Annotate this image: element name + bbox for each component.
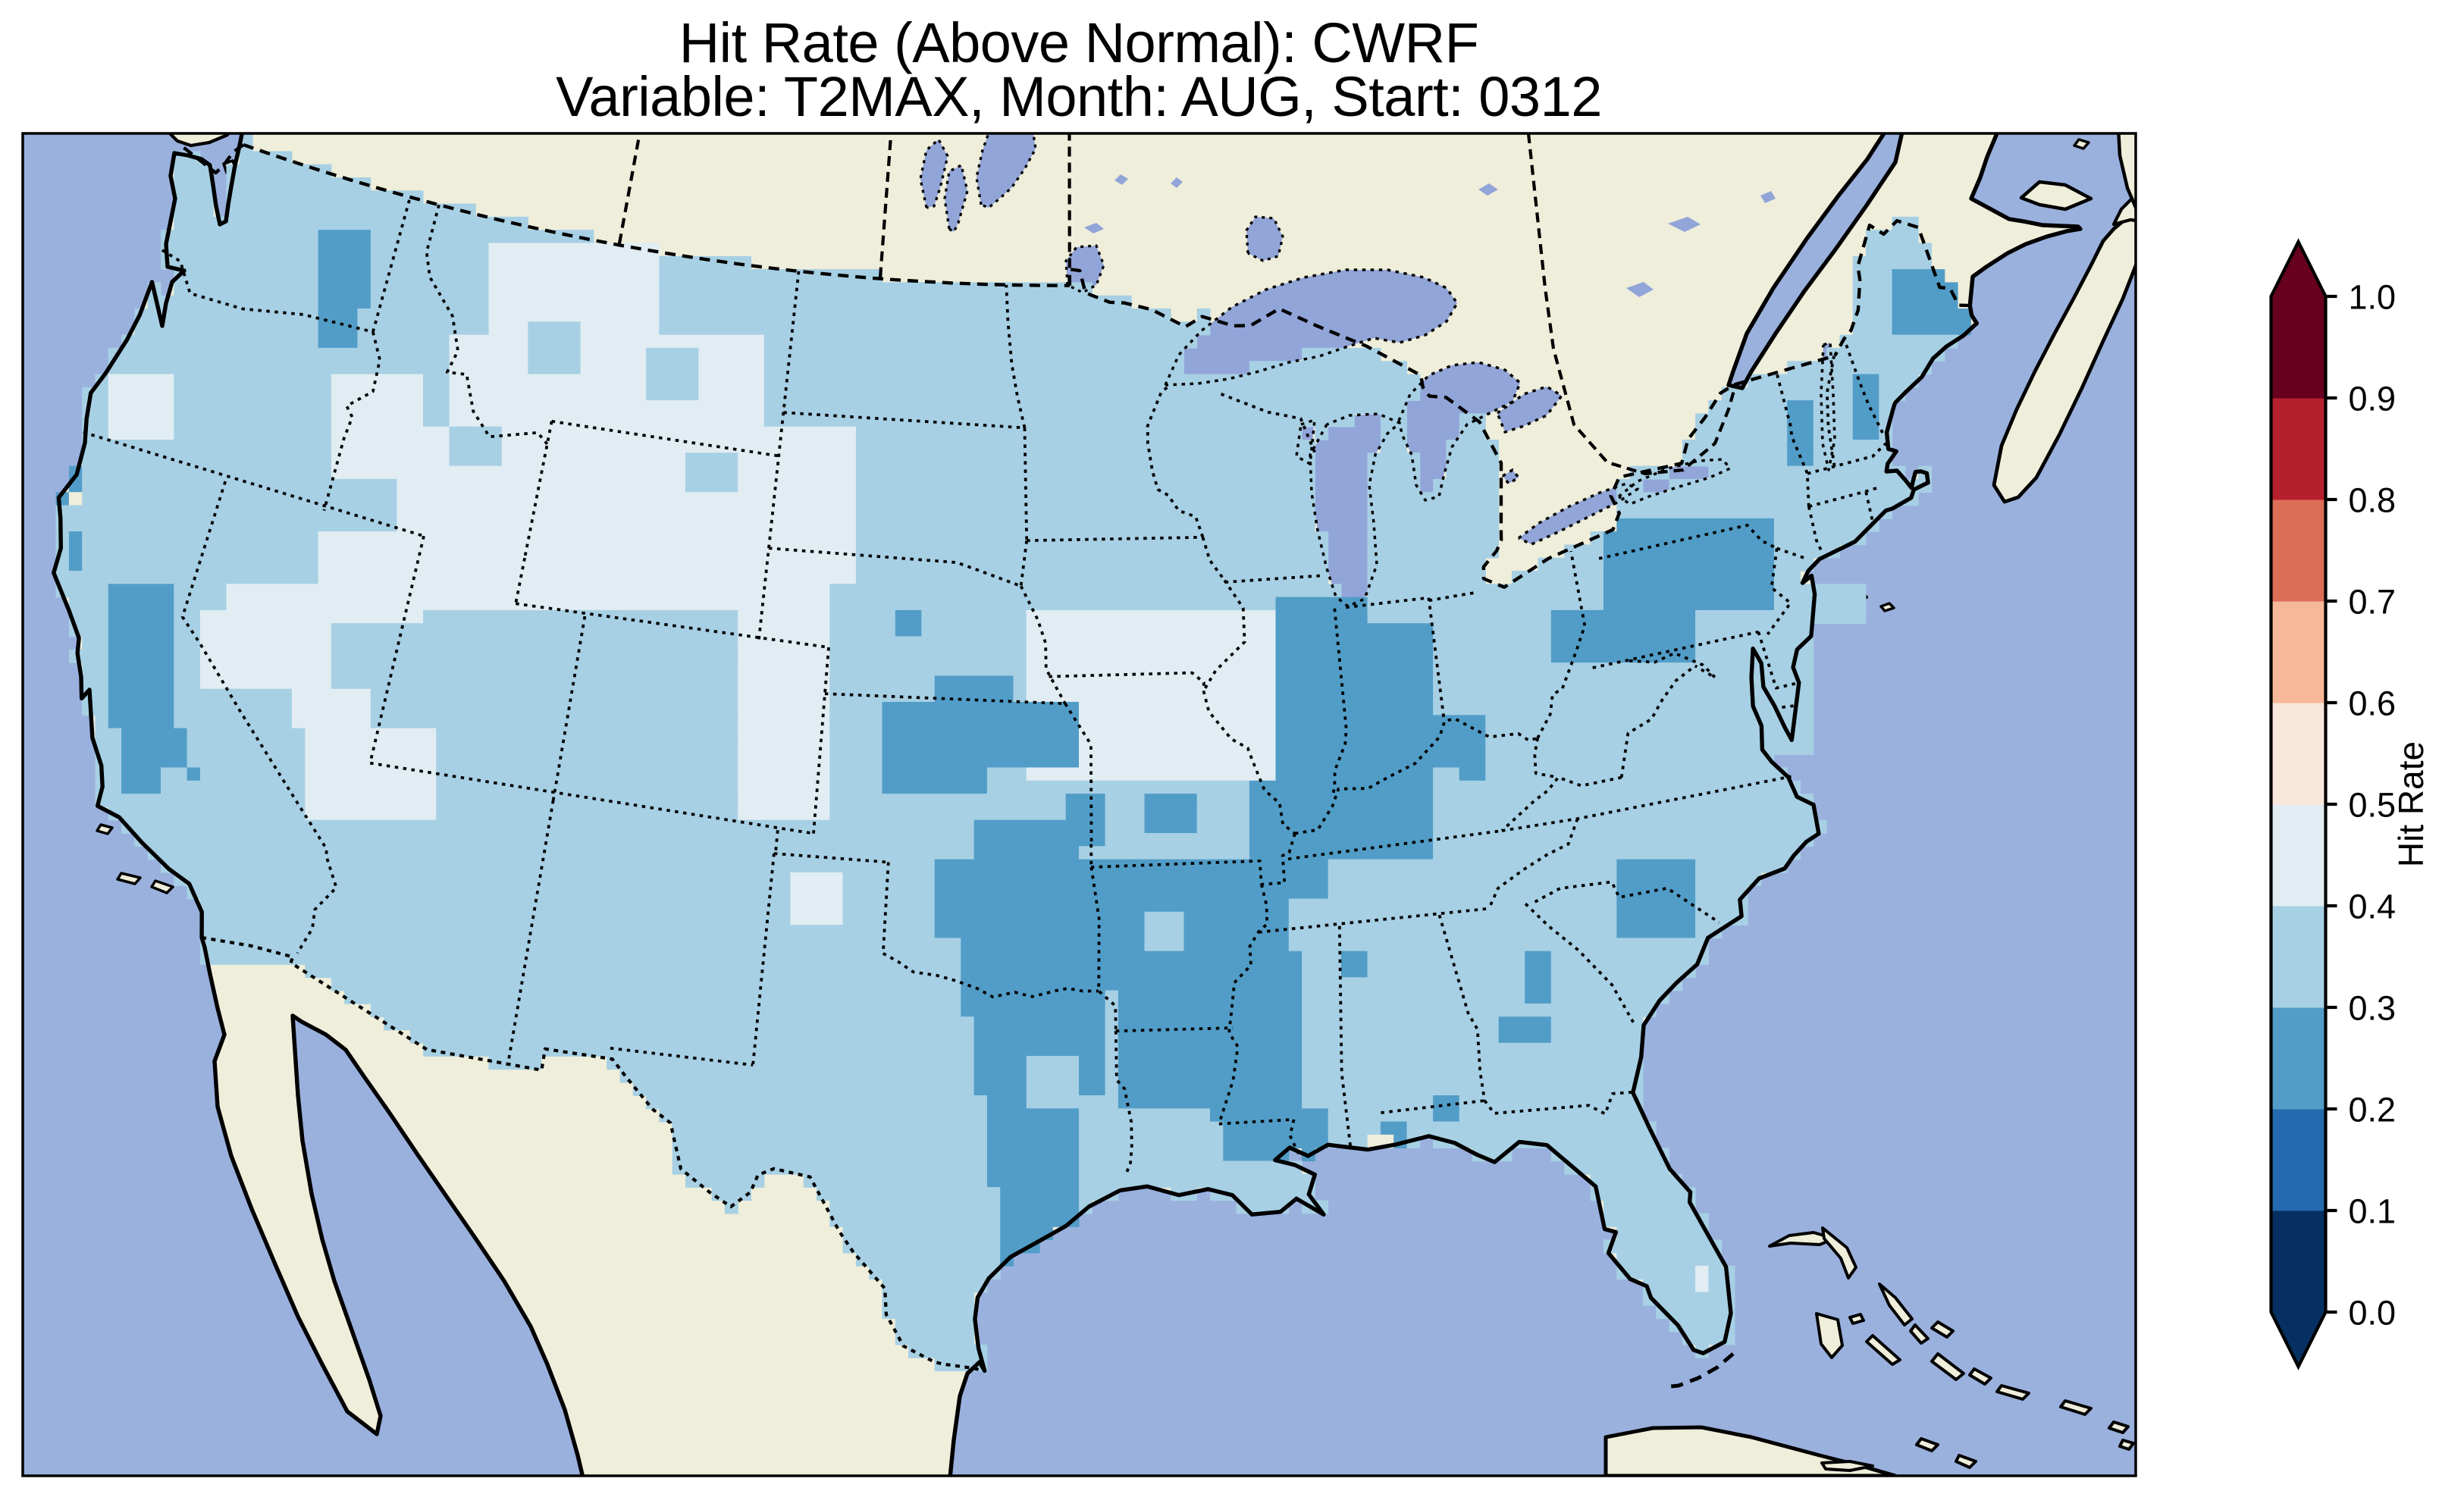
svg-text:0.0: 0.0	[2349, 1294, 2397, 1333]
svg-text:0.5: 0.5	[2349, 786, 2397, 825]
svg-text:0.4: 0.4	[2349, 888, 2397, 926]
svg-text:0.2: 0.2	[2349, 1091, 2397, 1129]
svg-text:0.1: 0.1	[2349, 1192, 2397, 1231]
svg-text:0.3: 0.3	[2349, 989, 2397, 1028]
svg-text:1.0: 1.0	[2349, 278, 2397, 317]
svg-text:Variable: T2MAX, Month: AUG, S: Variable: T2MAX, Month: AUG, Start: 0312	[556, 65, 1602, 128]
svg-text:0.8: 0.8	[2349, 481, 2397, 520]
svg-text:0.6: 0.6	[2349, 684, 2397, 723]
svg-text:0.9: 0.9	[2349, 380, 2397, 418]
svg-text:Hit Rate: Hit Rate	[2391, 741, 2431, 867]
svg-text:Hit Rate (Above Normal): CWRF: Hit Rate (Above Normal): CWRF	[679, 11, 1479, 74]
svg-text:0.7: 0.7	[2349, 583, 2397, 622]
